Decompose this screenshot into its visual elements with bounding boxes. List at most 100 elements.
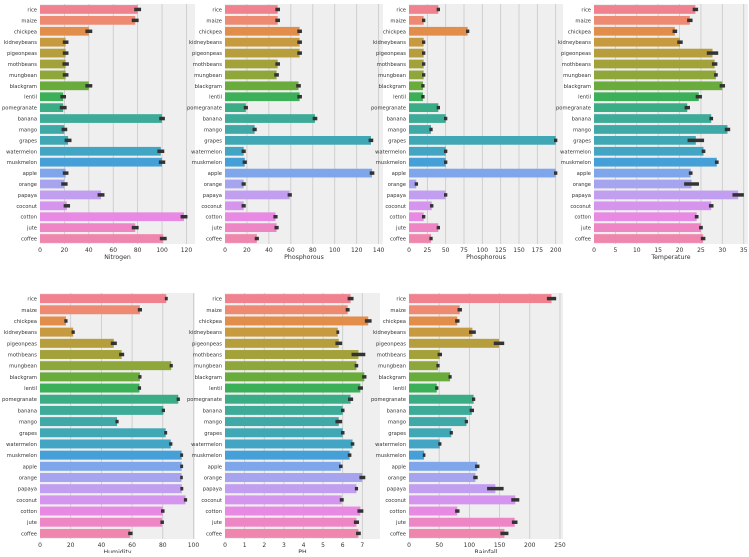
x-tick-label: 3: [282, 542, 286, 549]
bar-blackgram: [409, 81, 423, 91]
bar-apple: [225, 461, 341, 471]
x-tick-label: 100: [188, 542, 200, 549]
y-tick-label: kidneybeans: [189, 330, 222, 336]
y-tick-label: apple: [208, 171, 222, 177]
x-tick-label: 35: [740, 247, 748, 254]
bar-jute: [409, 223, 439, 232]
bar-blackgram: [409, 372, 451, 382]
bar-jute: [409, 517, 515, 527]
y-tick-label: kidneybeans: [373, 330, 406, 336]
bar-mungbean: [409, 70, 424, 80]
x-tick-label: 80: [134, 247, 142, 254]
bar-papaya: [409, 484, 496, 494]
bar-apple: [409, 461, 478, 471]
x-tick-label: 20: [243, 247, 251, 254]
bar-pomegranate: [40, 103, 64, 112]
bar-jute: [40, 223, 136, 232]
y-tick-label: coconut: [201, 498, 222, 504]
bar-rice: [594, 5, 696, 14]
y-tick-label: maize: [206, 18, 222, 24]
y-tick-label: coconut: [385, 498, 406, 504]
x-tick-label: 5: [321, 542, 325, 549]
y-tick-label: banana: [572, 117, 591, 123]
y-tick-label: lentil: [24, 95, 37, 101]
y-tick-label: blackgram: [379, 375, 406, 381]
y-tick-label: orange: [388, 182, 406, 188]
x-tick-label: 250: [554, 542, 566, 549]
y-tick-label: orange: [573, 182, 591, 188]
y-tick-label: jute: [26, 520, 37, 526]
x-tick-label: 40: [85, 247, 93, 254]
y-tick-label: muskmelon: [192, 453, 222, 459]
bar-maize: [40, 305, 140, 315]
bar-grapes: [40, 136, 69, 145]
bar-watermelon: [409, 146, 446, 156]
bar-pomegranate: [40, 394, 179, 404]
subplot-ph-5: 0 1 2 3 4 5 6 7 PH rice maize chickpea kidneybeans pi…: [187, 293, 380, 556]
bar-blackgram: [40, 81, 89, 91]
y-tick-label: mungbean: [378, 364, 406, 370]
y-tick-label: muskmelon: [7, 160, 37, 166]
bar-papaya: [40, 190, 102, 200]
x-tick-label: 10: [633, 247, 641, 254]
bar-kidneybeans: [40, 37, 66, 47]
x-axis-label: Humidity: [103, 549, 131, 553]
x-tick-label: 25: [424, 247, 432, 254]
x-tick-label: 0: [223, 247, 227, 254]
bar-blackgram: [225, 372, 365, 382]
y-tick-label: muskmelon: [376, 160, 406, 166]
x-tick-label: 40: [98, 542, 106, 549]
x-tick-label: 40: [265, 247, 273, 254]
bar-mango: [225, 417, 339, 427]
y-tick-label: pigeonpeas: [7, 51, 37, 57]
y-tick-label: mungbean: [9, 364, 37, 370]
y-tick-label: papaya: [572, 193, 591, 199]
x-tick-label: 20: [67, 542, 75, 549]
bar-banana: [409, 114, 446, 123]
bar-grapes: [225, 136, 371, 145]
y-tick-label: cotton: [205, 215, 222, 221]
y-tick-label: coffee: [21, 237, 37, 243]
bar-pomegranate: [594, 103, 688, 112]
x-tick-label: 150: [494, 542, 506, 549]
y-tick-label: rice: [396, 297, 406, 303]
bar-mungbean: [40, 70, 66, 80]
y-tick-label: pigeonpeas: [561, 51, 591, 57]
bar-cotton: [40, 212, 185, 222]
y-tick-label: lentil: [24, 386, 37, 392]
bar-coffee: [409, 528, 505, 538]
y-tick-label: banana: [203, 408, 222, 414]
y-tick-label: grapes: [19, 431, 37, 437]
x-axis-label: Temperature: [650, 254, 690, 261]
y-tick-label: grapes: [388, 431, 406, 437]
bar-banana: [225, 114, 315, 123]
y-tick-label: jute: [211, 226, 222, 232]
y-tick-label: coffee: [390, 531, 406, 537]
y-tick-label: mango: [19, 420, 37, 426]
y-tick-label: cotton: [20, 215, 37, 221]
y-tick-label: maize: [206, 308, 222, 314]
y-tick-label: muskmelon: [561, 160, 591, 166]
bar-chickpea: [409, 26, 468, 36]
y-tick-label: cotton: [574, 215, 591, 221]
bar-pomegranate: [225, 394, 351, 404]
bar-mungbean: [225, 70, 277, 80]
y-tick-label: watermelon: [375, 442, 406, 448]
axes-background: [409, 4, 563, 244]
y-tick-label: pigeonpeas: [192, 341, 222, 347]
bar-rice: [225, 294, 351, 304]
y-tick-label: mango: [19, 127, 37, 133]
bar-cotton: [225, 212, 276, 222]
bar-grapes: [409, 428, 452, 438]
y-tick-label: coconut: [201, 204, 222, 210]
x-axis-label: PH: [298, 549, 307, 553]
bar-papaya: [225, 190, 290, 200]
y-tick-label: jute: [395, 226, 406, 232]
bar-blackgram: [40, 372, 140, 382]
bar-mothbeans: [594, 59, 715, 69]
bar-watermelon: [225, 146, 244, 156]
bar-grapes: [409, 136, 556, 145]
y-tick-label: jute: [26, 226, 37, 232]
bar-kidneybeans: [40, 327, 74, 337]
y-tick-label: mango: [388, 127, 406, 133]
